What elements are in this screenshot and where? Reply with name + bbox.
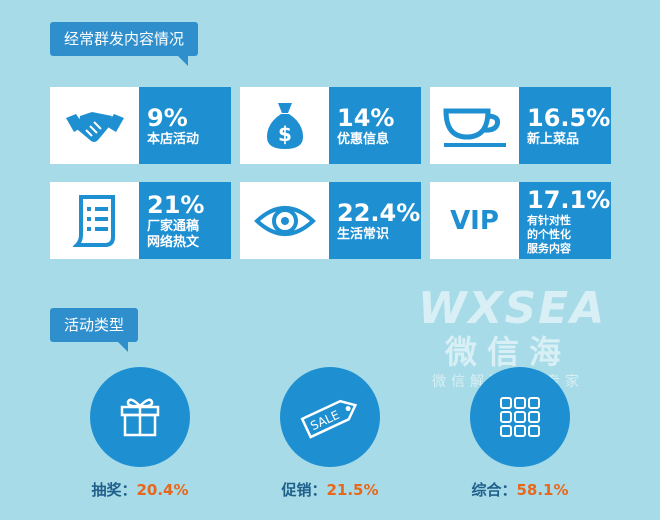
- vip-icon: VIP: [450, 205, 499, 236]
- activity-label-promotion: 促销：21.5%: [281, 481, 379, 499]
- stat-card-manufacturer-articles: 21% 厂家通稿 网络热文: [50, 182, 231, 259]
- section-title-activity: 活动类型: [50, 308, 139, 352]
- stat-label: 本店活动: [147, 131, 200, 147]
- stat-label-line: 服务内容: [527, 241, 571, 255]
- stat-card-personalized-service: VIP 17.1% 有针对性 的个性化 服务内容: [430, 182, 611, 259]
- stat-value: 21%: [147, 190, 205, 219]
- stat-label-line: 网络热文: [147, 234, 200, 250]
- gift-icon: [120, 398, 160, 437]
- svg-text:$: $: [278, 122, 292, 146]
- watermark-brand: 微信海: [444, 333, 571, 371]
- document-icon: [72, 194, 115, 247]
- stat-label: 优惠信息: [337, 131, 390, 147]
- grid-icon: [500, 397, 540, 437]
- money-bag-icon: $: [266, 102, 303, 149]
- activity-label-combined: 综合：58.1%: [471, 481, 569, 499]
- watermark: WXSEA 微信海 微信解决方案专家: [418, 283, 607, 392]
- coffee-cup-icon: [442, 108, 506, 147]
- handshake-icon: [65, 111, 124, 142]
- stat-card-new-dishes: 16.5% 新上菜品: [430, 87, 611, 164]
- stat-value: 14%: [337, 103, 395, 132]
- activity-circle-lottery: [90, 367, 190, 467]
- activity-value: 21.5%: [326, 481, 379, 499]
- activity-name: 促销: [281, 481, 312, 499]
- stat-card-store-activity: 9% 本店活动: [50, 87, 231, 164]
- stat-card-life-tips: 22.4% 生活常识: [240, 182, 421, 259]
- stat-label-line: 有针对性: [527, 213, 571, 227]
- eye-icon: [253, 205, 316, 236]
- stat-value: 9%: [147, 103, 188, 132]
- activity-name: 抽奖: [91, 481, 122, 499]
- stat-value: 22.4%: [337, 198, 421, 227]
- stat-label: 生活常识: [337, 226, 390, 242]
- activity-value: 58.1%: [516, 481, 569, 499]
- stat-value: 16.5%: [527, 103, 611, 132]
- watermark-logo: WXSEA: [418, 283, 607, 334]
- stat-label-line: 厂家通稿: [147, 218, 200, 234]
- stat-label: 新上菜品: [527, 131, 580, 147]
- section-title-content: 经常群发内容情况: [50, 22, 199, 66]
- activity-circle-promotion: SALE: [280, 367, 380, 467]
- stat-label-line: 的个性化: [527, 227, 571, 241]
- stat-value: 17.1%: [527, 185, 611, 214]
- activity-label-lottery: 抽奖：20.4%: [91, 481, 189, 499]
- stat-card-discount-info: $ 14% 优惠信息: [240, 87, 421, 164]
- activity-name: 综合: [471, 481, 502, 499]
- activity-circle-combined: [470, 367, 570, 467]
- activity-value: 20.4%: [136, 481, 189, 499]
- sale-tag-icon: SALE: [300, 399, 358, 439]
